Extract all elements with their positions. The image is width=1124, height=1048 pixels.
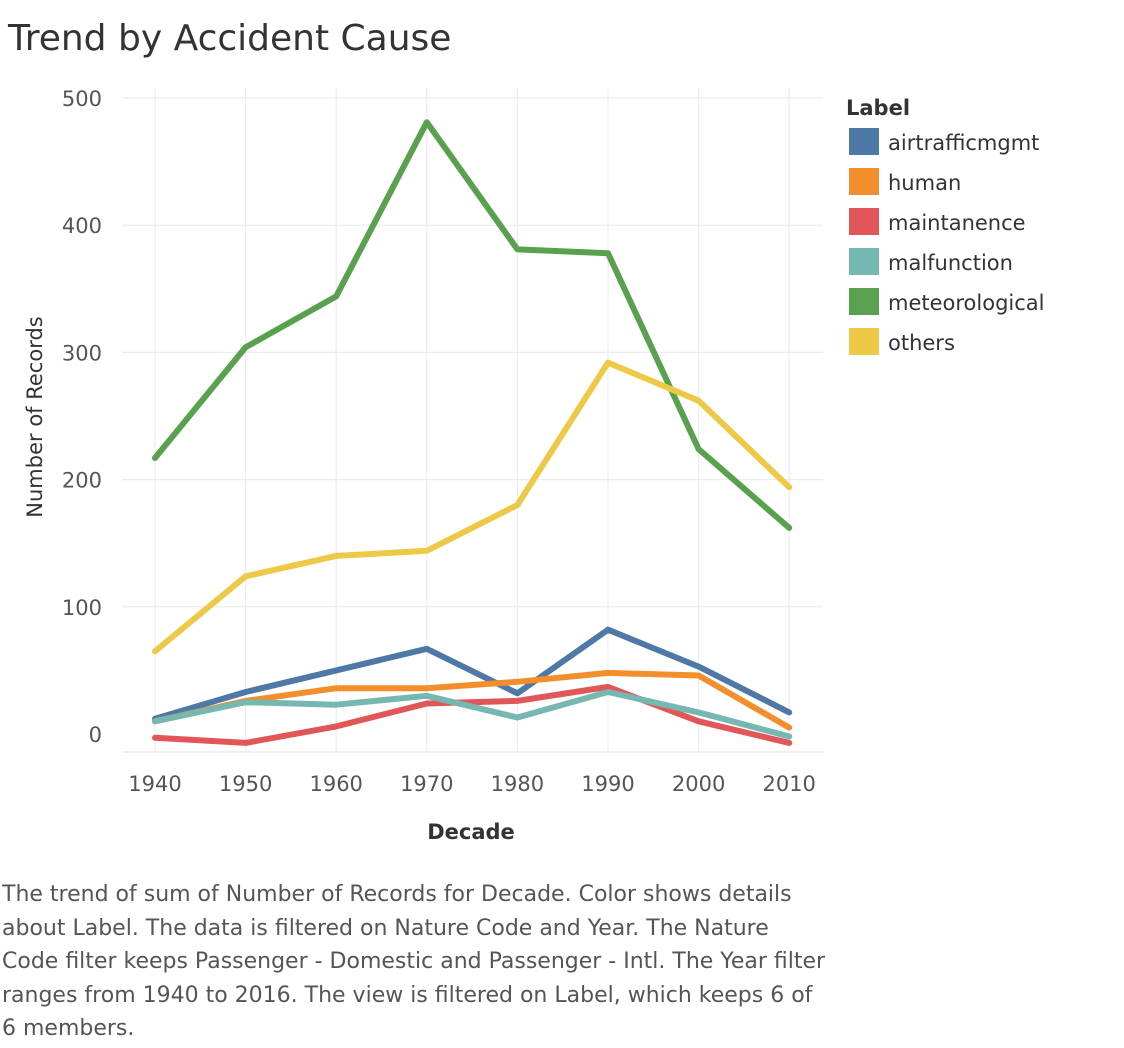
series-line-maintanence (152, 683, 793, 746)
legend-swatch-human (849, 168, 879, 195)
series-line-others (152, 359, 793, 655)
legend-label-human: human (888, 171, 961, 195)
legend-title: Label (846, 96, 910, 120)
legend-label-airtrafficmgmt: airtrafficmgmt (888, 131, 1039, 155)
x-axis-label: Decade (427, 820, 515, 844)
series-line-malfunction (152, 689, 793, 740)
line-chart: 0 100 200 300 400 500 1940 1950 1960 1970 1980 199… (23, 87, 1045, 844)
x-tick-label: 1970 (400, 772, 453, 796)
x-axis-ticks: 1940 1950 1960 1970 1980 1990 2000 2010 (128, 772, 816, 796)
legend-label-meteorological: meteorological (888, 291, 1045, 315)
y-tick-label: 0 (89, 723, 102, 747)
x-tick-label: 1990 (581, 772, 634, 796)
legend: Label airtrafficmgmt human maintanence malf… (846, 96, 1045, 355)
chart-title: Trend by Accident Cause (8, 18, 452, 59)
legend-swatch-meteorological (849, 288, 879, 315)
y-tick-label: 500 (62, 87, 102, 111)
legend-label-maintanence: maintanence (888, 211, 1026, 235)
x-tick-label: 1960 (309, 772, 362, 796)
y-tick-label: 300 (62, 341, 102, 365)
x-tick-label: 1950 (219, 772, 272, 796)
x-tick-label: 1980 (491, 772, 544, 796)
legend-label-others: others (888, 331, 955, 355)
x-tick-label: 2000 (672, 772, 725, 796)
series-line-airtrafficmgmt (152, 626, 793, 722)
chart-caption: The trend of sum of Number of Records fo… (2, 882, 826, 1041)
series-lines (152, 119, 793, 746)
legend-swatch-maintanence (849, 208, 879, 235)
x-tick-label: 2010 (762, 772, 815, 796)
legend-swatch-malfunction (849, 248, 879, 275)
y-axis-label: Number of Records (23, 316, 47, 517)
x-tick-label: 1940 (128, 772, 181, 796)
legend-items: airtrafficmgmt human maintanence malfunctio… (849, 128, 1045, 355)
legend-label-malfunction: malfunction (888, 251, 1013, 275)
y-tick-label: 100 (62, 596, 102, 620)
y-tick-label: 400 (62, 214, 102, 238)
legend-swatch-others (849, 328, 879, 355)
y-tick-label: 200 (62, 469, 102, 493)
legend-swatch-airtrafficmgmt (849, 128, 879, 155)
series-line-human (152, 669, 793, 731)
series-line-meteorological (152, 119, 793, 531)
y-axis-ticks: 0 100 200 300 400 500 (62, 87, 102, 747)
